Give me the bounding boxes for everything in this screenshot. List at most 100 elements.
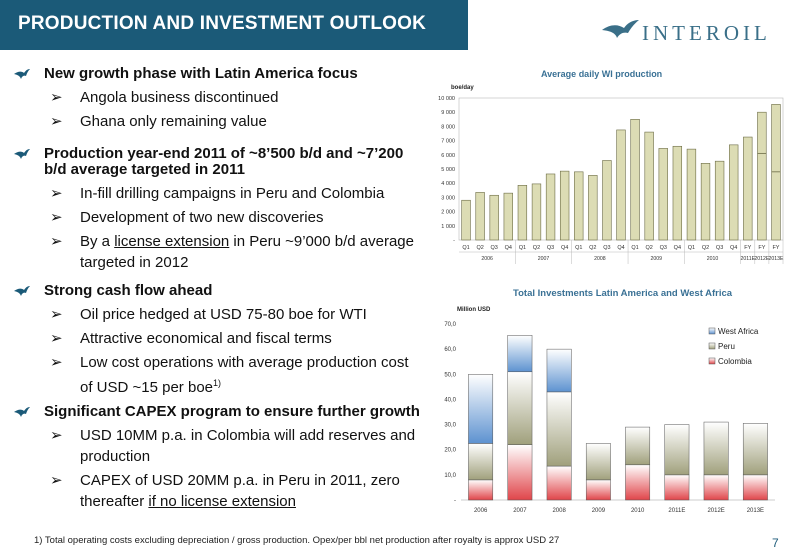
investment-bar-peru — [546, 391, 572, 467]
page-number: 7 — [772, 536, 779, 550]
production-bar — [475, 192, 485, 241]
production-bar — [672, 145, 683, 241]
sub-bullet: ➢ By a license extension in Peru ~9’000 b… — [50, 233, 414, 271]
production-bar — [644, 131, 654, 241]
x-tick-label: 2013E — [747, 508, 764, 514]
investments-chart-title: Total Investments Latin America and West… — [513, 288, 733, 299]
group-label: 2009 — [650, 256, 662, 262]
production-chart-title: Average daily WI production — [541, 69, 663, 79]
arrow-bullet-icon: ➢ — [50, 354, 63, 371]
bullet-section-cashflow: Strong cash flow ahead ➢ Oil price hedged… — [12, 283, 422, 398]
production-bar — [757, 111, 767, 241]
y-tick-label: 70,0 — [444, 322, 456, 328]
sub-bullet: ➢ In-fill drilling campaigns in Peru and … — [50, 185, 385, 202]
group-label: 2010 — [707, 256, 719, 262]
investment-bar-west-africa — [507, 335, 533, 373]
group-label: 2007 — [538, 256, 550, 262]
y-axis-label: Million USD — [457, 307, 491, 313]
investment-bar-colombia — [742, 474, 768, 501]
bird-bullet-icon — [14, 149, 30, 159]
legend-swatch — [708, 327, 716, 335]
production-bar — [517, 185, 528, 241]
section-heading: Production year-end 2011 of ~8’500 b/d a… — [12, 146, 422, 178]
investment-bar-colombia — [546, 465, 572, 501]
sub-bullet: ➢ CAPEX of USD 20MM p.a. in Peru in 2011,… — [50, 472, 400, 510]
y-tick-label: 50,0 — [444, 372, 456, 378]
sub-bullet: ➢ USD 10MM p.a. in Colombia will add rese… — [50, 427, 416, 465]
investment-bar-west-africa — [546, 348, 572, 393]
x-tick-label: Q3 — [603, 245, 610, 251]
arrow-bullet-icon: ➢ — [50, 472, 63, 489]
x-tick-label: Q2 — [702, 245, 709, 251]
production-bar — [700, 163, 711, 241]
bird-bullet-icon — [14, 286, 30, 296]
y-tick-label: 2 000 — [441, 210, 455, 216]
license-condition-link: if no license extension — [148, 493, 296, 510]
sub-bullet: ➢ Attractive economical and fiscal terms — [50, 330, 332, 347]
legend-label: Peru — [718, 342, 735, 351]
production-bar — [686, 148, 697, 241]
y-tick-label: - — [453, 238, 455, 244]
x-tick-label: Q3 — [716, 245, 723, 251]
y-tick-label: 20,0 — [444, 448, 456, 454]
production-bar — [461, 199, 471, 241]
x-tick-label: Q3 — [547, 245, 554, 251]
y-tick-label: 1 000 — [441, 224, 455, 230]
investments-chart: Total Investments Latin America and West… — [425, 282, 790, 522]
investment-bar-peru — [664, 424, 690, 476]
investment-bar-colombia — [507, 444, 533, 501]
arrow-bullet-icon: ➢ — [50, 330, 63, 347]
x-tick-label: Q4 — [617, 245, 624, 251]
title-bar: PRODUCTION AND INVESTMENT OUTLOOK — [0, 0, 468, 50]
y-tick-label: 4 000 — [441, 181, 455, 187]
x-tick-label: 2008 — [552, 508, 566, 514]
production-bar — [658, 148, 668, 241]
bullet-section-capex: Significant CAPEX program to ensure furt… — [12, 404, 422, 512]
legend-swatch — [708, 357, 716, 365]
production-bar — [545, 173, 556, 241]
group-label: 2008 — [594, 256, 606, 262]
y-tick-label: 5 000 — [441, 167, 455, 173]
arrow-bullet-icon: ➢ — [50, 89, 63, 106]
y-tick-label: - — [454, 498, 456, 504]
investment-bar-peru — [585, 443, 611, 481]
sub-bullet: ➢ Ghana only remaining value — [50, 113, 267, 130]
investment-bar-colombia — [703, 474, 729, 501]
x-tick-label: 2011E — [668, 508, 685, 514]
arrow-bullet-icon: ➢ — [50, 306, 63, 323]
logo-text: INTEROIL — [642, 21, 771, 45]
group-label: 2013E — [768, 256, 784, 262]
production-chart-svg: boe/day - 1 000 2 000 3 000 4 000 5 000 6 000 7 … — [438, 85, 784, 264]
x-tick-label: 2006 — [474, 508, 488, 514]
group-label: 2012E — [754, 256, 770, 262]
production-bar — [729, 144, 739, 241]
sub-bullet: ➢ Low cost operations with average produc… — [50, 354, 409, 396]
production-bar — [714, 160, 725, 241]
group-label: 2006 — [481, 256, 493, 262]
legend-swatch — [708, 342, 716, 350]
sub-bullet: ➢ Development of two new discoveries — [50, 209, 324, 226]
production-bar — [503, 192, 513, 241]
investment-bar-colombia — [664, 474, 690, 501]
investment-bar-colombia — [468, 479, 494, 501]
legend-label: Colombia — [718, 357, 752, 366]
legend-label: West Africa — [718, 327, 759, 336]
x-tick-label: FY — [772, 245, 779, 251]
production-bar — [489, 194, 499, 241]
x-tick-label: Q1 — [688, 245, 695, 251]
x-tick-label: 2010 — [631, 508, 645, 514]
investments-chart-svg: Million USD - 10,0 20,0 30,0 40,0 50,0 60,0 70,0… — [444, 307, 775, 514]
x-tick-label: FY — [758, 245, 765, 251]
production-bar — [588, 175, 598, 241]
bullet-section-growth: New growth phase with Latin America focu… — [12, 66, 422, 132]
y-tick-label: 10 000 — [438, 96, 455, 102]
y-tick-label: 6 000 — [441, 153, 455, 159]
production-bar — [574, 171, 584, 241]
x-tick-label: Q4 — [730, 245, 737, 251]
x-tick-label: Q2 — [533, 245, 540, 251]
investment-bar-colombia — [585, 479, 611, 501]
x-tick-label: Q1 — [519, 245, 526, 251]
y-tick-label: 3 000 — [441, 195, 455, 201]
production-bar — [531, 183, 542, 241]
x-tick-label: Q4 — [674, 245, 681, 251]
